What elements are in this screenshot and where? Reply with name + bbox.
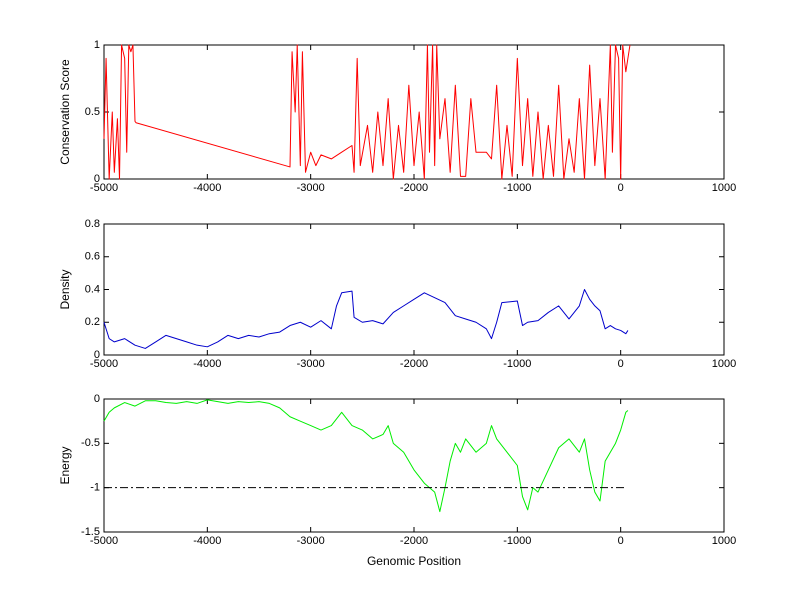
x-tick-label: -5000 xyxy=(90,358,118,370)
x-tick-label: -3000 xyxy=(297,182,325,194)
y-tick-label: -1 xyxy=(90,482,100,494)
y-tick-label: -0.5 xyxy=(81,437,100,449)
x-tick-label: -2000 xyxy=(400,535,428,547)
x-tick-label: -5000 xyxy=(90,182,118,194)
y-tick-label: 0.6 xyxy=(85,251,100,263)
x-axis-label: Genomic Position xyxy=(367,554,461,568)
x-tick-label: 0 xyxy=(618,182,624,194)
x-tick-label: -1000 xyxy=(503,182,531,194)
y-tick-label: 0 xyxy=(94,393,100,405)
data-line xyxy=(103,399,629,513)
x-tick-label: 1000 xyxy=(712,535,736,547)
x-tick-label: -4000 xyxy=(193,182,221,194)
data-line xyxy=(103,289,629,349)
y-tick-label: 1 xyxy=(94,39,100,51)
data-line xyxy=(103,44,631,180)
x-tick-label: -1000 xyxy=(503,358,531,370)
y-tick-label: 0 xyxy=(94,349,100,361)
x-tick-label: 1000 xyxy=(712,358,736,370)
y-axis-label: Density xyxy=(58,269,72,309)
x-tick-label: 1000 xyxy=(712,182,736,194)
x-tick-label: -4000 xyxy=(193,535,221,547)
plot-area xyxy=(103,398,725,533)
y-tick-label: 0.4 xyxy=(85,283,100,295)
y-axis-label: Energy xyxy=(58,446,72,484)
x-tick-label: -2000 xyxy=(400,358,428,370)
x-tick-label: 0 xyxy=(618,358,624,370)
y-tick-label: 0.8 xyxy=(85,218,100,230)
y-tick-label: 0.2 xyxy=(85,316,100,328)
y-tick-label: -1.5 xyxy=(81,526,100,538)
x-tick-label: -3000 xyxy=(297,535,325,547)
x-tick-label: -5000 xyxy=(90,535,118,547)
x-tick-label: -1000 xyxy=(503,535,531,547)
y-tick-label: 0.5 xyxy=(85,106,100,118)
x-tick-label: -3000 xyxy=(297,358,325,370)
x-tick-label: -2000 xyxy=(400,182,428,194)
y-axis-label: Conservation Score xyxy=(58,59,72,165)
x-tick-label: 0 xyxy=(618,535,624,547)
y-tick-label: 0 xyxy=(94,173,100,185)
plot-area xyxy=(103,223,725,356)
x-tick-label: -4000 xyxy=(193,358,221,370)
